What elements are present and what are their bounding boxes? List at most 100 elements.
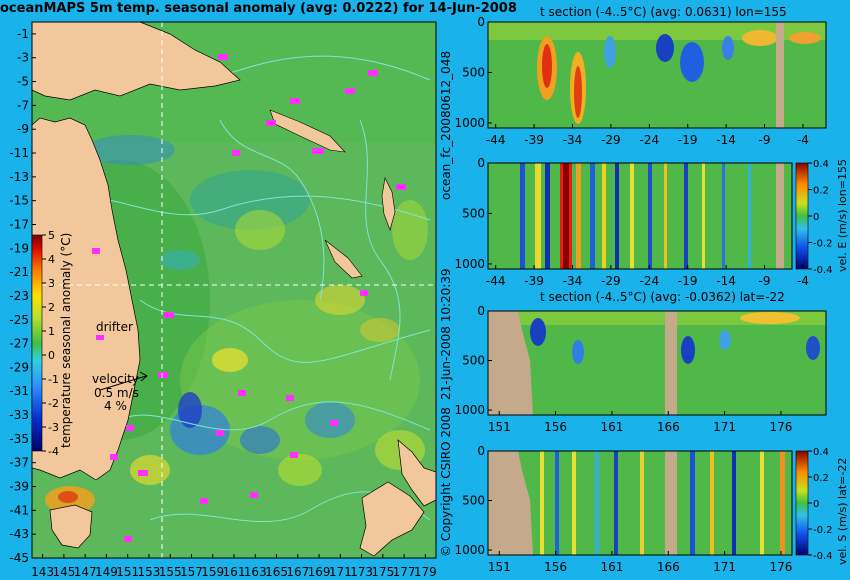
section-x-tick-label: 151 [488, 560, 511, 574]
temperature-colorbar-label: temperature seasonal anomaly (°C) [59, 233, 73, 448]
map-y-tick-label: -19 [9, 241, 29, 255]
section-x-tick-label: -44 [486, 274, 506, 288]
section-x-tick-label: 166 [657, 560, 680, 574]
new-guinea-island [31, 21, 241, 101]
new-zealand-south-island [359, 481, 425, 557]
section-y-tick-label: 1000 [454, 403, 485, 417]
temperature-colorbar [31, 234, 43, 452]
map-land [31, 21, 437, 557]
section-x-tick-label: -39 [524, 274, 544, 288]
map-y-tick-label: -21 [9, 265, 29, 279]
section-x-tick-label: 176 [769, 420, 792, 434]
map-y-tick-label: -11 [9, 146, 29, 160]
map-y-tick-label: -37 [9, 456, 29, 470]
temperature-colorbar-tick-label: -3 [48, 421, 59, 434]
velocity-legend-percent: 4 % [104, 399, 127, 413]
vel-colorbar-tick-label: 0.2 [813, 186, 829, 197]
vel-s-colorbar [795, 450, 809, 556]
drifter-legend-label: drifter [96, 320, 133, 334]
australia-landmass [31, 117, 141, 481]
map-y-tick-label: -15 [9, 194, 29, 208]
section-y-tick-label: 500 [462, 65, 485, 79]
temperature-colorbar-tick-label: 1 [48, 325, 55, 338]
tasmania-island [49, 504, 93, 549]
vel-colorbar-tick-label: -0.2 [813, 525, 833, 536]
vel-colorbar-tick-label: 0.4 [813, 447, 829, 458]
section-y-tick-label: 500 [462, 354, 485, 368]
vanuatu-islands [381, 177, 396, 231]
map-y-tick-label: -41 [9, 503, 29, 517]
map-x-tick-label: 145 [52, 565, 75, 579]
section-x-tick-label: -44 [486, 133, 506, 147]
map-x-tick-label: 161 [223, 565, 246, 579]
map-y-tick-label: -43 [9, 527, 29, 541]
map-y-tick-label: -39 [9, 480, 29, 494]
section-x-tick-label: -29 [601, 133, 621, 147]
t-section-lon155-panel [487, 21, 827, 129]
temperature-colorbar-tick-label: 2 [48, 301, 55, 314]
map-x-tick-label: 147 [74, 565, 97, 579]
section-y-tick-label: 0 [477, 304, 485, 318]
section-x-tick-label: 156 [544, 420, 567, 434]
section-x-tick-label: -34 [563, 133, 583, 147]
forecast-id-label: ocean_fc_20080612_048 [439, 51, 453, 200]
velocity-legend-scale: 0.5 m/s [94, 386, 139, 400]
vel-e-colorbar-label: vel. E (m/s) lon=155 [836, 159, 849, 272]
section-x-tick-label: -14 [716, 274, 736, 288]
map-y-tick-label: -33 [9, 408, 29, 422]
velocity-arrow-icon [99, 371, 148, 391]
section-x-tick-label: -9 [759, 274, 771, 288]
map-y-tick-label: -13 [9, 170, 29, 184]
section-x-tick-label: -29 [601, 274, 621, 288]
map-x-tick-label: 167 [286, 565, 309, 579]
section-panels: t section (-4..5°C) (avg: 0.0631) lon=15… [454, 5, 849, 574]
map-y-tick-label: -17 [9, 217, 29, 231]
map-y-tick-label: -9 [17, 122, 29, 136]
vel-colorbar-tick-label: -0.4 [813, 265, 833, 276]
section-x-tick-label: -9 [759, 133, 771, 147]
map-y-tick-label: -27 [9, 337, 29, 351]
map-x-tick-label: 159 [201, 565, 224, 579]
map-x-tick-label: 179 [414, 565, 437, 579]
map-x-tick-label: 143 [31, 565, 54, 579]
section-x-tick-label: 151 [488, 420, 511, 434]
vel-e-colorbar [795, 162, 809, 270]
temperature-colorbar-tick-label: 5 [48, 229, 55, 242]
t-section-lon155-title: t section (-4..5°C) (avg: 0.0631) lon=15… [540, 5, 787, 19]
temperature-colorbar-tick-label: 4 [48, 253, 55, 266]
section-y-tick-label: 0 [477, 156, 485, 170]
vel-e-section-lon155-panel [487, 162, 809, 270]
map-y-tick-label: -7 [17, 98, 29, 112]
map-y-tick-label: -35 [9, 432, 29, 446]
copyright-label: © Copyright CSIRO 2008 [439, 407, 453, 557]
map-y-tick-label: -23 [9, 289, 29, 303]
t-section-lat-22-title: t section (-4..5°C) (avg: -0.0362) lat=-… [540, 290, 785, 304]
vel-colorbar-tick-label: 0 [813, 212, 819, 223]
vel-colorbar-tick-label: 0.2 [813, 473, 829, 484]
vel-s-colorbar-label: vel. S (m/s) lat=-22 [836, 458, 849, 565]
section-x-tick-label: -24 [640, 274, 660, 288]
section-x-tick-label: -19 [678, 133, 698, 147]
map-x-tick-label: 169 [308, 565, 331, 579]
map-x-ticks: 1431451471491511531551571591611631651671… [31, 554, 437, 579]
section-y-tick-label: 500 [462, 206, 485, 220]
map-x-tick-label: 165 [265, 565, 288, 579]
map-y-tick-label: -29 [9, 360, 29, 374]
vel-colorbar-tick-label: -0.2 [813, 239, 833, 250]
run-time-label: 21-Jun-2008 10:20:39 [439, 268, 453, 400]
section-x-tick-label: 171 [713, 420, 736, 434]
map-panel: 1431451471491511531551571591611631651671… [9, 21, 437, 579]
map-x-tick-label: 155 [159, 565, 182, 579]
section-x-tick-label: -14 [716, 133, 736, 147]
temperature-colorbar-tick-label: 0 [48, 349, 55, 362]
drifter-markers [92, 54, 406, 542]
section-y-tick-label: 1000 [454, 116, 485, 130]
section-x-tick-label: -24 [640, 133, 660, 147]
section-x-tick-label: 171 [713, 560, 736, 574]
map-x-tick-label: 177 [393, 565, 416, 579]
temperature-colorbar-tick-label: -4 [48, 445, 59, 458]
temperature-colorbar-tick-label: -1 [48, 373, 59, 386]
section-x-tick-label: -39 [524, 133, 544, 147]
